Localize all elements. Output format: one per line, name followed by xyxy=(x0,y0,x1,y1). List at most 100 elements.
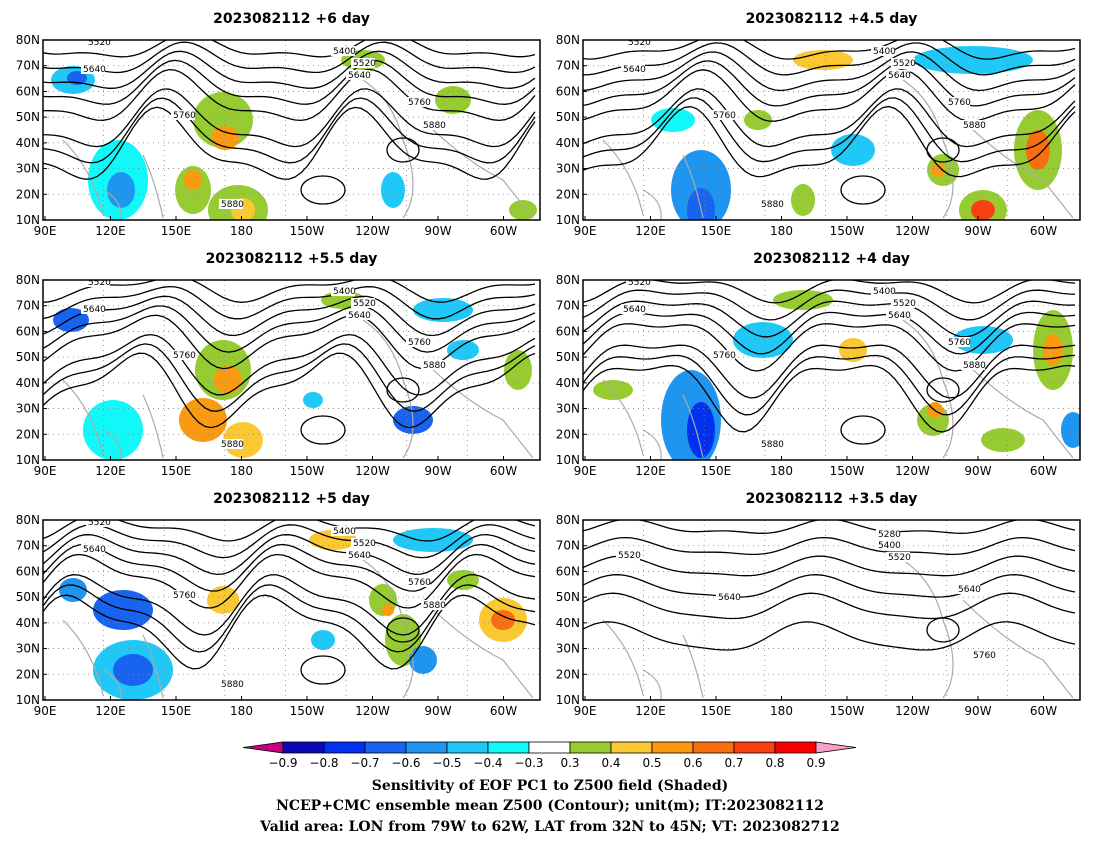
colorbar-segment xyxy=(282,741,325,754)
lon-tick-label: 90W xyxy=(424,704,451,718)
sensitivity-shading xyxy=(382,604,394,616)
lon-tick-label: 150W xyxy=(830,704,865,718)
lat-tick-label: 20N xyxy=(556,667,580,681)
contour-label-bg xyxy=(171,110,195,120)
lat-tick-label: 70N xyxy=(556,539,580,553)
z500-contour xyxy=(583,344,1076,399)
z500-contour xyxy=(43,584,536,653)
map-background xyxy=(583,520,1080,700)
lat-tick-label: 30N xyxy=(16,642,40,656)
contour-label: 5760 xyxy=(173,591,196,601)
z500-contour xyxy=(43,88,536,148)
contour-label-bg xyxy=(86,280,110,287)
colorbar-label: −0.6 xyxy=(391,756,420,770)
colorbar-segment xyxy=(446,741,489,754)
lon-tick-label: 150W xyxy=(290,464,325,478)
lon-tick-label: 90E xyxy=(34,704,57,718)
lon-tick-label: 180 xyxy=(770,704,793,718)
contour-label-bg xyxy=(81,544,105,554)
contour-label-bg xyxy=(961,120,985,130)
contour-label-bg xyxy=(871,286,895,296)
contour-label-bg xyxy=(406,577,430,587)
lat-tick-label: 40N xyxy=(16,136,40,150)
z500-contour xyxy=(43,40,536,58)
lat-tick-label: 60N xyxy=(16,84,40,98)
colorbar-segment xyxy=(405,741,448,754)
contour-label: 5880 xyxy=(963,361,986,371)
lon-tick-label: 150W xyxy=(290,224,325,238)
z500-contour xyxy=(43,352,536,429)
lon-tick-label: 90W xyxy=(964,704,991,718)
colorbar-label: −0.7 xyxy=(350,756,379,770)
sensitivity-shading xyxy=(67,71,87,85)
lat-tick-label: 50N xyxy=(16,350,40,364)
contour-label-bg xyxy=(961,360,985,370)
contour-label: 5640 xyxy=(623,65,646,75)
sensitivity-shading xyxy=(1043,334,1063,366)
z500-contour xyxy=(43,50,536,89)
sensitivity-shading xyxy=(93,590,153,630)
lon-tick-label: 90W xyxy=(964,464,991,478)
z500-contour xyxy=(43,295,536,337)
colorbar-label: 0.4 xyxy=(601,756,620,770)
sensitivity-shading xyxy=(687,402,715,458)
z500-contour xyxy=(583,323,1076,372)
contour-label: 5880 xyxy=(221,200,244,210)
colorbar-segment xyxy=(323,741,366,754)
sensitivity-shading xyxy=(447,570,479,590)
lon-tick-label: 120W xyxy=(355,224,390,238)
sensitivity-shading xyxy=(913,46,1033,74)
lat-tick-label: 30N xyxy=(556,642,580,656)
caption-line-2: NCEP+CMC ensemble mean Z500 (Contour); u… xyxy=(276,798,824,814)
z500-contour xyxy=(386,137,420,163)
contour-label: 5520 xyxy=(893,299,916,309)
contour-label-bg xyxy=(626,280,650,287)
map-panel-2: 2023082112 +4.5 day 5520 5640 5400 5520 5640 5… xyxy=(556,11,1081,238)
z500-contour xyxy=(43,59,536,105)
contour-label: 5880 xyxy=(761,440,784,450)
lon-tick-label: 60W xyxy=(1030,224,1057,238)
contour-label: 5760 xyxy=(408,98,431,108)
sensitivity-shading xyxy=(981,428,1025,452)
z500-contour xyxy=(583,354,1076,416)
lat-tick-label: 10N xyxy=(556,453,580,467)
lat-tick-label: 60N xyxy=(556,564,580,578)
colorbar-segment xyxy=(733,741,776,754)
lat-tick-label: 80N xyxy=(16,273,40,287)
lon-tick-label: 150E xyxy=(161,704,192,718)
caption-line-1: Sensitivity of EOF PC1 to Z500 field (Sh… xyxy=(372,778,728,794)
panel-frame xyxy=(582,279,1081,461)
contour-label: 5880 xyxy=(423,121,446,131)
lat-tick-label: 40N xyxy=(556,376,580,390)
lat-tick-label: 10N xyxy=(16,693,40,707)
contour-label-bg xyxy=(421,120,445,130)
colorbar-label: −0.8 xyxy=(309,756,338,770)
coastline xyxy=(602,319,1074,460)
lon-tick-label: 120W xyxy=(355,704,390,718)
contour-label-bg xyxy=(891,58,915,68)
contour-label: 5760 xyxy=(173,111,196,121)
z500-contour xyxy=(926,137,960,163)
lat-tick-label: 50N xyxy=(556,110,580,124)
colorbar-segment xyxy=(815,741,857,754)
z500-contour xyxy=(583,300,1076,338)
lon-tick-label: 180 xyxy=(770,224,793,238)
lon-tick-label: 150W xyxy=(830,224,865,238)
z500-contour xyxy=(583,97,1076,163)
z500-contour xyxy=(43,106,536,180)
lon-tick-label: 150E xyxy=(161,464,192,478)
contour-label-bg xyxy=(219,679,243,689)
panel-title: 2023082112 +4.5 day xyxy=(746,11,918,27)
contour-label-bg xyxy=(886,310,910,320)
sensitivity-shading xyxy=(1061,412,1080,448)
contour-label: 5640 xyxy=(888,311,911,321)
z500-contour xyxy=(583,60,1076,107)
sensitivity-shading xyxy=(504,350,532,390)
contour-label: 5760 xyxy=(713,351,736,361)
panel-frame xyxy=(42,279,541,461)
contour-label: 5520 xyxy=(618,551,641,561)
sensitivity-shading xyxy=(791,184,815,216)
lat-tick-label: 40N xyxy=(16,616,40,630)
panel-frame xyxy=(42,519,541,701)
